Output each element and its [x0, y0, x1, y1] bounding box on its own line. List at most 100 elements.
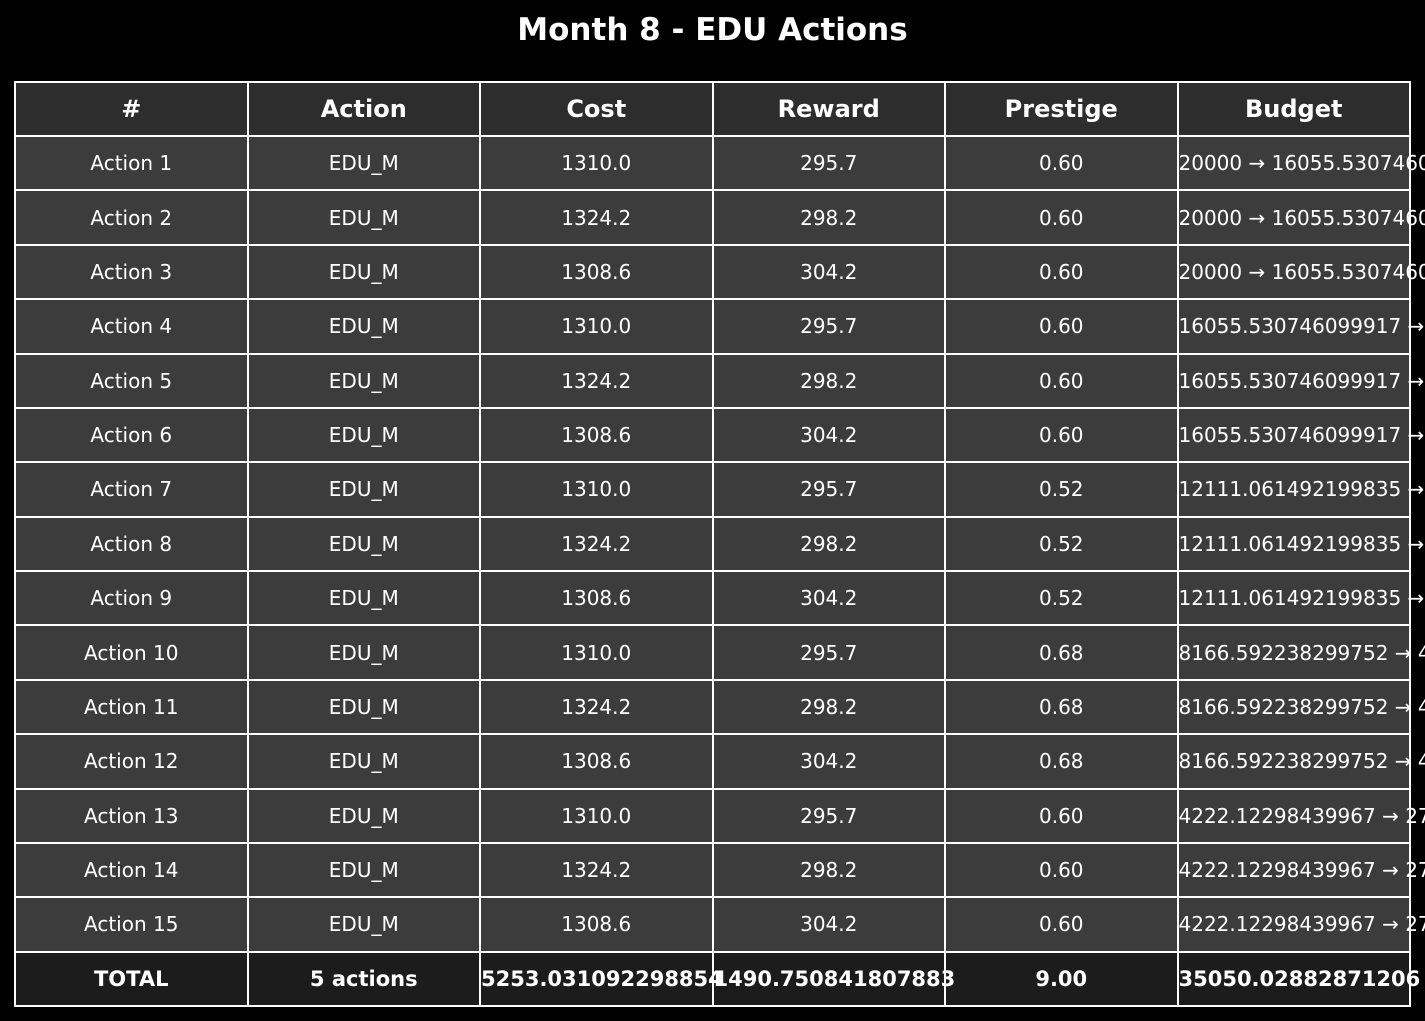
reward-cell: 304.2 — [711, 569, 946, 627]
budget-cell: 12111.061492199835 → 8166.592238299752 — [1176, 461, 1425, 518]
budget-cell: 16055.530746099917 → 12111.061492199835 — [1176, 406, 1425, 464]
column-header-action: Action — [246, 81, 481, 137]
table-row: Action 9 EDU_M 1308.6 304.2 0.52 12111.061492… — [14, 569, 1425, 627]
table-row: Action 5 EDU_M 1324.2 298.2 0.60 16055.530746… — [14, 352, 1425, 409]
reward-cell: 304.2 — [711, 406, 946, 464]
budget-cell: 20000 → 16055.530746099917 — [1176, 243, 1425, 301]
table-row: Action 12 EDU_M 1308.6 304.2 0.68 8166.592238… — [14, 733, 1425, 790]
cost-cell: 1310.0 — [479, 461, 714, 518]
reward-cell: 295.7 — [711, 134, 946, 192]
budget-cell: 12111.061492199835 → 8166.592238299752 — [1176, 515, 1425, 573]
prestige-cell: 0.60 — [944, 189, 1179, 246]
table-row: Action 13 EDU_M 1310.0 295.7 0.60 4222.122984… — [14, 787, 1425, 844]
budget-cell: 4222.12298439967 → 277.6537304995 — [1176, 787, 1425, 844]
prestige-cell: 0.60 — [944, 841, 1179, 899]
column-header-cost: Cost — [479, 81, 714, 137]
action-cell: EDU_M — [246, 569, 481, 627]
column-header-reward: Reward — [711, 81, 946, 137]
budget-cell: 8166.592238299752 → 4222.12298439967 — [1176, 733, 1425, 790]
action-cell: EDU_M — [246, 624, 481, 681]
cost-cell: 1324.2 — [479, 678, 714, 736]
budget-cell: 12111.061492199835 → 8166.592238299752 — [1176, 569, 1425, 627]
chart-title: Month 8 - EDU Actions — [517, 12, 908, 48]
action-cell: EDU_M — [246, 134, 481, 192]
cost-cell: 1324.2 — [479, 352, 714, 409]
prestige-cell: 0.60 — [944, 298, 1179, 355]
reward-cell: 304.2 — [711, 243, 946, 301]
action-cell: EDU_M — [246, 678, 481, 736]
action-cell: EDU_M — [246, 841, 481, 899]
cost-cell: 1308.6 — [479, 896, 714, 953]
budget-cell: 20000 → 16055.530746099917 — [1176, 134, 1425, 192]
table-row: Action 1 EDU_M 1310.0 295.7 0.60 20000 → 1605… — [14, 134, 1425, 192]
index-cell: Action 14 — [14, 841, 249, 899]
action-cell: EDU_M — [246, 406, 481, 464]
prestige-cell: 0.60 — [944, 896, 1179, 953]
action-cell: EDU_M — [246, 189, 481, 246]
column-header-prestige: Prestige — [944, 81, 1179, 137]
table-row: Action 3 EDU_M 1308.6 304.2 0.60 20000 → 1605… — [14, 243, 1425, 301]
index-cell: Action 1 — [14, 134, 249, 192]
total-cost-cell: 5253.031092298854 — [479, 950, 723, 1008]
cost-cell: 1324.2 — [479, 515, 714, 573]
table-row: Action 11 EDU_M 1324.2 298.2 0.68 8166.592238… — [14, 678, 1425, 736]
cost-cell: 1308.6 — [479, 569, 714, 627]
reward-cell: 295.7 — [711, 461, 946, 518]
table-row: Action 14 EDU_M 1324.2 298.2 0.60 4222.122984… — [14, 841, 1425, 899]
index-cell: Action 3 — [14, 243, 249, 301]
reward-cell: 304.2 — [711, 896, 946, 953]
prestige-cell: 0.60 — [944, 243, 1179, 301]
total-row: TOTAL 5 actions 5253.031092298854 1490.7508… — [14, 950, 1420, 1008]
cost-cell: 1308.6 — [479, 406, 714, 464]
prestige-cell: 0.68 — [944, 678, 1179, 736]
action-cell: EDU_M — [246, 896, 481, 953]
action-cell: EDU_M — [246, 787, 481, 844]
cost-cell: 1308.6 — [479, 243, 714, 301]
reward-cell: 295.7 — [711, 298, 946, 355]
table-row: Action 7 EDU_M 1310.0 295.7 0.52 12111.061492… — [14, 461, 1425, 518]
prestige-cell: 0.68 — [944, 733, 1179, 790]
index-cell: Action 12 — [14, 733, 249, 790]
action-cell: EDU_M — [246, 298, 481, 355]
budget-cell: 4222.12298439967 → 277.6537304995 — [1176, 841, 1425, 899]
reward-cell: 298.2 — [711, 352, 946, 409]
actions-table: # Action Cost Reward Prestige Budget Action 1… — [14, 81, 1425, 1008]
budget-cell: 16055.530746099917 → 12111.061492199835 — [1176, 352, 1425, 409]
column-header-budget: Budget — [1176, 81, 1411, 137]
action-cell: EDU_M — [246, 733, 481, 790]
index-cell: Action 13 — [14, 787, 249, 844]
index-cell: Action 6 — [14, 406, 249, 464]
index-cell: Action 4 — [14, 298, 249, 355]
total-index-cell: TOTAL — [14, 950, 249, 1008]
total-budget-cell: 35050.02882871206 — [1176, 950, 1420, 1008]
prestige-cell: 0.52 — [944, 515, 1179, 573]
index-cell: Action 10 — [14, 624, 249, 681]
prestige-cell: 0.52 — [944, 461, 1179, 518]
table-row: Action 6 EDU_M 1308.6 304.2 0.60 16055.530746… — [14, 406, 1425, 464]
column-header-index: # — [14, 81, 249, 137]
table-row: Action 8 EDU_M 1324.2 298.2 0.52 12111.061492… — [14, 515, 1425, 573]
reward-cell: 298.2 — [711, 515, 946, 573]
prestige-cell: 0.52 — [944, 569, 1179, 627]
table-row: Action 4 EDU_M 1310.0 295.7 0.60 16055.530746… — [14, 298, 1425, 355]
budget-cell: 8166.592238299752 → 4222.12298439967 — [1176, 678, 1425, 736]
cost-cell: 1308.6 — [479, 733, 714, 790]
budget-cell: 16055.530746099917 → 12111.061492199835 — [1176, 298, 1425, 355]
cost-cell: 1310.0 — [479, 624, 714, 681]
total-action-cell: 5 actions — [246, 950, 481, 1008]
prestige-cell: 0.60 — [944, 134, 1179, 192]
cost-cell: 1324.2 — [479, 189, 714, 246]
index-cell: Action 9 — [14, 569, 249, 627]
index-cell: Action 2 — [14, 189, 249, 246]
cost-cell: 1310.0 — [479, 787, 714, 844]
cost-cell: 1310.0 — [479, 298, 714, 355]
total-reward-cell: 1490.750841807883 — [711, 950, 955, 1008]
reward-cell: 295.7 — [711, 624, 946, 681]
prestige-cell: 0.60 — [944, 787, 1179, 844]
reward-cell: 298.2 — [711, 841, 946, 899]
table-row: Action 2 EDU_M 1324.2 298.2 0.60 20000 → 1605… — [14, 189, 1425, 246]
prestige-cell: 0.60 — [944, 406, 1179, 464]
reward-cell: 304.2 — [711, 733, 946, 790]
budget-cell: 4222.12298439967 → 277.6537304995 — [1176, 896, 1425, 953]
action-cell: EDU_M — [246, 352, 481, 409]
